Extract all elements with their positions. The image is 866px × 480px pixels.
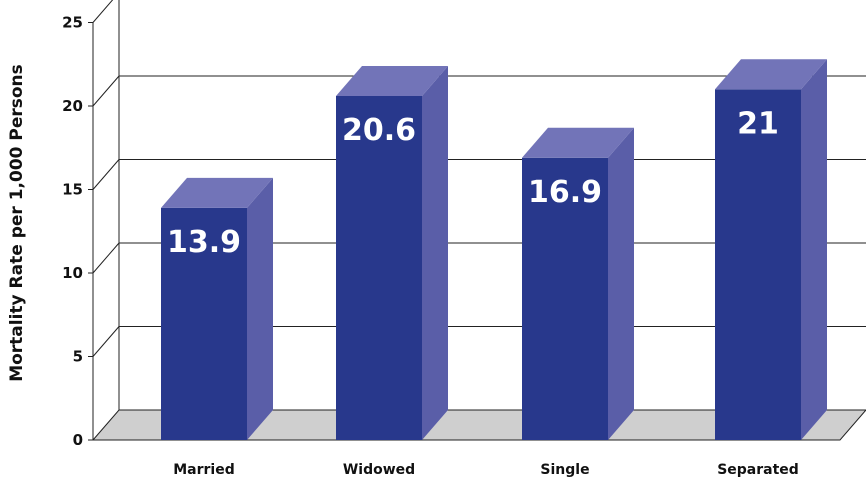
y-axis-label: Mortality Rate per 1,000 Persons <box>7 64 27 382</box>
bar-widowed: 20.6 <box>336 65 448 440</box>
gridline-diagonal <box>92 159 120 190</box>
bar-front <box>715 89 801 441</box>
data-label: 13.9 <box>167 225 241 260</box>
y-tick-label: 10 <box>62 264 83 282</box>
bar-side <box>422 65 448 440</box>
data-label: 21 <box>737 106 779 141</box>
gridline-diagonal <box>92 326 120 357</box>
bar-single: 16.9 <box>522 127 634 441</box>
y-tick-label: 25 <box>62 14 83 32</box>
y-tick-label: 15 <box>62 181 83 199</box>
bar-top <box>336 65 448 96</box>
bar-side <box>801 59 827 441</box>
x-tick-label-married: Married <box>173 462 235 478</box>
y-tick-label: 5 <box>73 348 83 366</box>
y-tick-label: 0 <box>73 431 83 449</box>
y-tick-label: 20 <box>62 97 83 115</box>
y-tick-labels: 0 5 10 15 20 25 <box>62 14 83 450</box>
bar-top <box>161 177 273 208</box>
bars: 13.9 20.6 16.9 21 <box>161 59 827 441</box>
data-label: 16.9 <box>528 175 602 210</box>
x-tick-label-single: Single <box>540 462 589 478</box>
gridline-diagonal <box>92 242 120 274</box>
bar-separated: 21 <box>715 59 827 441</box>
x-tick-label-separated: Separated <box>717 462 799 478</box>
x-tick-label-widowed: Widowed <box>343 462 415 478</box>
bar-front <box>336 95 422 440</box>
x-tick-labels: Married Widowed Single Separated <box>173 462 799 478</box>
bar-front <box>161 207 247 440</box>
gridline-diagonal <box>92 75 120 107</box>
gridline-diagonal <box>92 0 114 23</box>
data-label: 20.6 <box>342 113 416 148</box>
bar-side <box>247 177 273 440</box>
bar-side <box>608 127 634 441</box>
bar-top <box>522 127 634 158</box>
bar-top <box>715 59 827 90</box>
bar-front <box>522 157 608 440</box>
bar-married: 13.9 <box>161 177 273 440</box>
